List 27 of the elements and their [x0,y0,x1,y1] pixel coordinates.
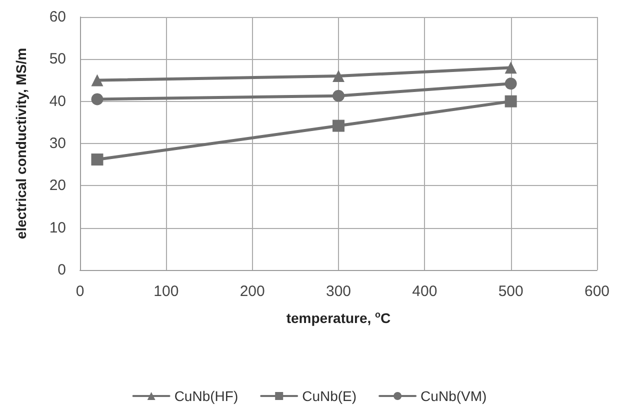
point [91,154,104,166]
point [504,78,517,90]
y-tick-label: 40 [49,92,66,110]
y-tick-label: 20 [49,177,66,194]
legend-label: CuNb(E) [302,388,357,404]
y-tick-label: 0 [58,262,66,278]
point [332,70,344,82]
point [91,74,104,86]
y-tick-label: 30 [49,135,66,152]
point [91,93,104,106]
x-tick-label: 400 [412,283,438,300]
y-tick-label: 50 [49,50,66,68]
x-tick-label: 300 [326,283,352,300]
x-tick-label: 200 [240,283,265,300]
y-tick-label: 10 [49,219,66,236]
legend-label: CuNb(HF) [174,388,238,404]
x-tick-label: 0 [76,283,84,300]
legend-label: CuNb(VM) [420,388,487,404]
point [504,95,517,108]
y-axis-title: electrical conductivity, MS/m [13,48,29,240]
x-tick-label: 100 [154,283,179,300]
point [332,120,344,132]
x-tick-label: 500 [498,283,524,300]
x-tick-label: 600 [584,283,610,300]
point [504,62,517,74]
y-tick-label: 60 [49,8,66,26]
point [332,90,344,102]
